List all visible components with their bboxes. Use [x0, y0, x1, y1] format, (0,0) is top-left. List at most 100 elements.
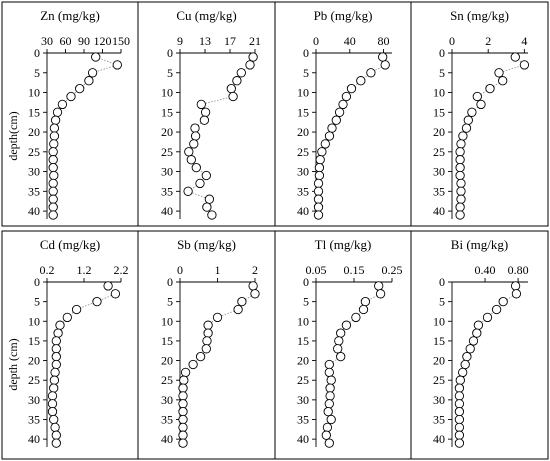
y-tick-label: 40: [161, 432, 173, 446]
data-point: [473, 320, 484, 330]
y-tick-label: 30: [161, 393, 173, 407]
data-point: [48, 210, 58, 220]
data-point: [178, 414, 188, 425]
data-point: [49, 123, 60, 133]
data-point: [491, 304, 502, 315]
x-tick-label: 0: [449, 34, 455, 48]
data-point: [178, 383, 188, 393]
data-point: [190, 123, 200, 133]
x-tick-label: 13: [199, 34, 211, 48]
y-tick-label: 20: [28, 125, 40, 139]
data-point: [322, 422, 333, 433]
data-point: [323, 406, 333, 417]
data-point: [313, 202, 324, 212]
data-point: [49, 375, 60, 385]
x-tick-label: 0.15: [344, 263, 365, 277]
y-tick-label: 10: [161, 86, 173, 100]
data-point: [336, 351, 346, 362]
y-tick-label: 40: [433, 204, 445, 218]
panel-title: Cu (mg/kg): [176, 8, 236, 23]
data-point: [338, 99, 348, 110]
data-point: [48, 202, 58, 212]
data-point: [202, 202, 212, 212]
y-tick-label: 35: [433, 184, 445, 198]
y-tick-label: 15: [161, 105, 173, 119]
data-point: [467, 107, 477, 117]
data-point: [189, 139, 199, 149]
data-point: [320, 139, 330, 149]
panel-title: Cd (mg/kg): [40, 237, 100, 252]
y-tick-label: 10: [28, 86, 40, 100]
panel-cd: Cd (mg/kg) 0.2 1.2 2.2 0 5 10 15 20 25 30 35 40 depth…: [1, 230, 139, 460]
y-tick-label: 25: [433, 373, 445, 387]
data-point: [207, 210, 217, 220]
x-tick-label: 2: [252, 263, 258, 277]
data-point: [454, 399, 465, 409]
data-point: [178, 406, 188, 417]
data-point: [66, 91, 76, 102]
data-point: [91, 52, 101, 62]
x-tick-label: 150: [112, 34, 130, 48]
data-point: [346, 83, 357, 94]
data-point: [57, 99, 68, 110]
data-point: [62, 312, 72, 323]
data-point: [327, 123, 337, 133]
data-point: [248, 52, 258, 62]
x-tick-label: 17: [224, 34, 236, 48]
data-point: [366, 68, 376, 78]
x-tick-label: 2: [485, 34, 491, 48]
data-point: [456, 194, 466, 204]
data-point: [463, 115, 473, 125]
data-point: [326, 375, 336, 385]
data-point: [204, 194, 215, 204]
data-point: [313, 186, 324, 196]
y-tick-label: 15: [433, 334, 445, 348]
x-tick-label: 1: [215, 263, 221, 277]
data-point: [196, 99, 206, 110]
y-tick-label: 15: [28, 105, 40, 119]
y-tick-label: 15: [161, 334, 173, 348]
y-tick-label: 5: [303, 66, 309, 80]
data-point: [47, 406, 58, 417]
data-point: [201, 344, 211, 354]
panel-title: Bi (mg/kg): [451, 237, 508, 252]
data-point: [455, 375, 465, 385]
y-tick-label: 5: [303, 295, 309, 309]
data-point: [455, 162, 465, 173]
data-point: [48, 194, 58, 204]
data-point: [498, 76, 508, 86]
y-tick-label: 25: [297, 373, 309, 387]
data-point: [454, 391, 465, 401]
data-point: [50, 367, 60, 378]
data-point: [455, 210, 465, 220]
data-point: [315, 155, 325, 165]
y-tick-label: 15: [297, 105, 309, 119]
data-point: [200, 107, 211, 117]
data-point: [456, 139, 466, 149]
y-tick-label: 35: [161, 184, 173, 198]
data-point: [195, 351, 206, 362]
data-point: [48, 186, 58, 196]
profile-line: [52, 285, 116, 444]
panel-cu: Cu (mg/kg) 9 13 17 21 0 5 10 15 20 25 30 35 40: [137, 1, 276, 227]
panel-tl: Tl (mg/kg) 0.05 0.15 0.25 0 5 10 15 20 25 30 35 40: [274, 230, 412, 460]
data-point: [326, 414, 336, 425]
data-point: [324, 367, 334, 378]
data-point: [186, 155, 196, 165]
data-point: [228, 91, 238, 102]
data-point: [356, 76, 366, 86]
y-tick-label: 30: [297, 165, 309, 179]
y-tick-label: 35: [28, 184, 40, 198]
data-point: [375, 289, 386, 299]
data-point: [199, 115, 210, 125]
data-point: [458, 367, 468, 378]
data-point: [49, 170, 59, 181]
y-tick-label: 20: [297, 125, 309, 139]
data-point: [195, 178, 205, 189]
panel-zn: Zn (mg/kg) 30 60 90 120 150 0 5 10 15 20 25 30 35 40 de…: [1, 1, 139, 227]
y-tick-label: 10: [433, 314, 445, 328]
data-point: [334, 107, 345, 117]
data-point: [324, 131, 335, 141]
y-tick-label: 35: [433, 413, 445, 427]
y-tick-label: 10: [28, 314, 40, 328]
